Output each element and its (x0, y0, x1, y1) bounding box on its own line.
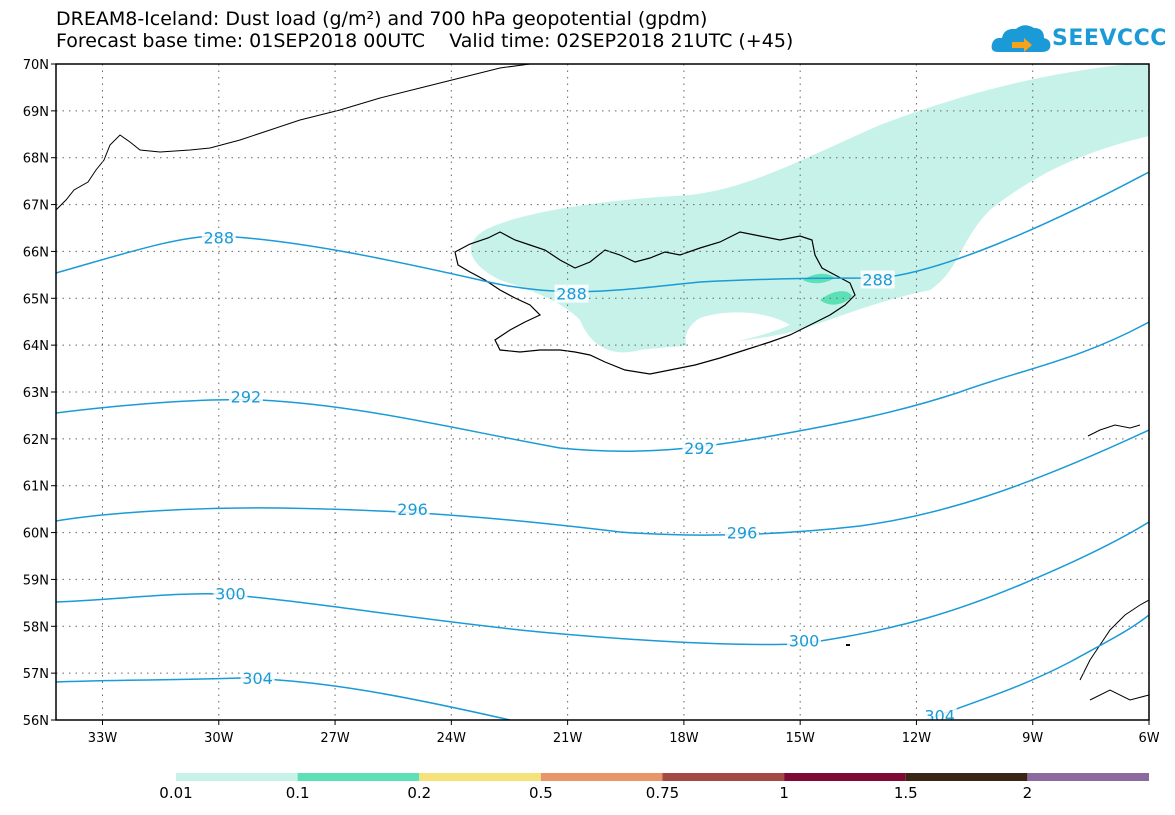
lon-tick-label: 9W (1022, 731, 1043, 746)
lat-tick-label: 66N (23, 245, 49, 260)
contour-label: 300 (215, 584, 246, 603)
contour-label: 288 (556, 285, 587, 304)
contour-label: 296 (397, 500, 428, 519)
scotland-coast (1079, 599, 1149, 701)
map-subtitle: Forecast base time: 01SEP2018 00UTC Vali… (56, 30, 794, 52)
colorbar-label: 0.01 (159, 784, 193, 802)
contour-label: 304 (242, 669, 273, 688)
lon-tick-label: 18W (669, 731, 699, 746)
contour-label-bg (787, 631, 822, 650)
lat-tick-label: 57N (23, 667, 49, 682)
colorbar-label: 2 (1022, 784, 1033, 802)
colorbar-swatch (540, 773, 663, 781)
colorbar-label: 0.75 (645, 784, 680, 802)
colorbar-label: 1 (779, 784, 789, 802)
lat-tick-label: 62N (23, 433, 49, 448)
lat-tick-label: 59N (23, 573, 49, 588)
lat-tick-label: 60N (23, 527, 49, 542)
lon-tick-label: 12W (902, 731, 932, 746)
cloud-logo-icon (991, 25, 1051, 52)
contour-label: 304 (924, 706, 955, 725)
lat-tick-label: 63N (23, 386, 49, 401)
contour-label-bg (228, 387, 263, 406)
lon-tick-label: 15W (785, 731, 815, 746)
contour-label-bg (922, 706, 957, 720)
colorbar-swatch (784, 773, 906, 781)
lat-tick-label: 58N (23, 620, 49, 635)
lon-tick-label: 33W (88, 731, 118, 746)
contour-label-bg (554, 284, 589, 303)
lat-tick-label: 67N (23, 199, 49, 214)
greenland-coast (56, 64, 531, 211)
colorbar-label: 0.2 (407, 784, 432, 802)
dust-plume-mid (803, 273, 852, 305)
dust-plume-low (470, 64, 1149, 353)
lon-tick-label: 6W (1138, 731, 1159, 746)
contour-label: 300 (789, 631, 820, 650)
contour-label: 292 (231, 388, 262, 407)
lat-tick-label: 68N (23, 152, 49, 167)
lon-tick-label: 27W (320, 731, 350, 746)
contour-label: 288 (862, 271, 893, 290)
logo-text: SEEVCCC (1052, 26, 1167, 51)
contour-label-bg (213, 584, 248, 603)
axes: 33W 30W 27W 24W 21W 18W 15W 12W 9W 6W 70N 69N 68N 67N… (23, 58, 1160, 746)
contour-label: 288 (204, 228, 235, 247)
contour-label: 296 (727, 524, 758, 543)
contour-296 (56, 429, 1149, 536)
contour-label-bg (682, 439, 717, 458)
colorbar-swatch (297, 773, 420, 781)
lon-tick-label: 21W (553, 731, 583, 746)
colorbar-label: 0.5 (528, 784, 553, 802)
contour-304 (56, 614, 1149, 720)
lat-tick-label: 70N (23, 58, 49, 73)
contour-label: 292 (684, 439, 715, 458)
map-title: DREAM8-Iceland: Dust load (g/m²) and 700… (56, 8, 708, 30)
colorbar-swatch (1027, 773, 1149, 781)
lat-tick-label: 56N (23, 714, 49, 729)
lon-tick-label: 24W (437, 731, 467, 746)
colorbar-swatch (905, 773, 1028, 781)
iceland-coast (454, 231, 856, 375)
faroe-coast (1087, 424, 1141, 437)
colorbar (176, 773, 1149, 781)
contour-label-bg (725, 523, 760, 542)
colorbar-swatch (662, 773, 785, 781)
colorbar-swatch (419, 773, 541, 781)
lat-tick-label: 64N (23, 339, 49, 354)
contour-label-bg (395, 500, 430, 519)
lon-tick-label: 30W (204, 731, 234, 746)
contour-label-bg (860, 270, 895, 289)
dust-gap (685, 312, 790, 350)
contour-label-bg (240, 668, 275, 687)
contour-label-bg (201, 228, 236, 247)
contour-labels: 288 288 288 292 292 296 296 300 300 304 304 (201, 228, 957, 725)
lat-tick-label: 65N (23, 292, 49, 307)
lat-tick-label: 69N (23, 105, 49, 120)
lat-tick-label: 61N (23, 480, 49, 495)
colorbar-label: 0.1 (285, 784, 310, 802)
colorbar-swatch (176, 773, 298, 781)
colorbar-label: 1.5 (893, 784, 918, 802)
